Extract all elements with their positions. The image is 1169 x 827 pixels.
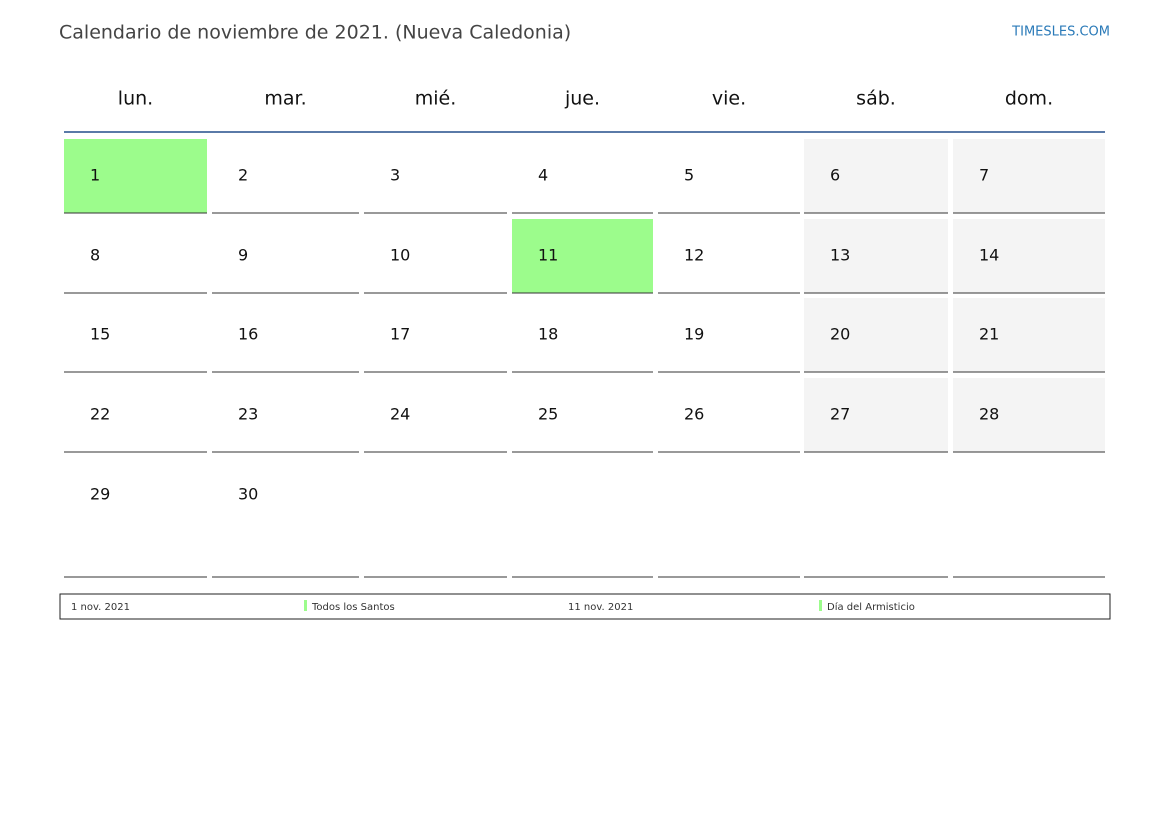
holiday-date: 11 nov. 2021 (568, 602, 633, 613)
day-number: 15 (90, 325, 110, 344)
weekend-cell (804, 298, 948, 372)
day-number: 8 (90, 246, 100, 265)
day-number: 22 (90, 405, 110, 424)
day-number: 24 (390, 405, 410, 424)
weekend-cell (953, 378, 1105, 452)
day-number: 7 (979, 166, 989, 185)
day-number: 2 (238, 166, 248, 185)
day-number: 4 (538, 166, 548, 185)
weekend-cell (953, 219, 1105, 293)
day-number: 21 (979, 325, 999, 344)
day-number: 12 (684, 246, 704, 265)
weekday-label: vie. (712, 88, 746, 110)
day-number: 14 (979, 246, 999, 265)
day-number: 6 (830, 166, 840, 185)
day-number: 19 (684, 325, 704, 344)
weekend-cell (804, 378, 948, 452)
weekend-cell (953, 139, 1105, 213)
weekday-label: sáb. (856, 88, 896, 110)
holiday-cell (64, 139, 207, 213)
holiday-name: Día del Armisticio (827, 601, 915, 613)
page-title: Calendario de noviembre de 2021. (Nueva … (59, 22, 571, 44)
holiday-swatch (304, 600, 307, 611)
day-number: 20 (830, 325, 850, 344)
day-number: 28 (979, 405, 999, 424)
weekday-label: jue. (564, 88, 600, 110)
day-number: 25 (538, 405, 558, 424)
weekday-label: dom. (1005, 88, 1053, 110)
day-number: 1 (90, 166, 100, 185)
day-number: 27 (830, 405, 850, 424)
weekday-label: mié. (415, 88, 457, 110)
day-number: 11 (538, 246, 558, 265)
day-number: 13 (830, 246, 850, 265)
day-number: 26 (684, 405, 704, 424)
day-number: 23 (238, 405, 258, 424)
day-number: 18 (538, 325, 558, 344)
weekend-cell (953, 298, 1105, 372)
site-link[interactable]: TIMESLES.COM (1011, 25, 1110, 40)
legend-box (59, 593, 1111, 620)
day-number: 30 (238, 485, 258, 504)
weekend-cell (804, 219, 948, 293)
holiday-name: Todos los Santos (311, 602, 395, 613)
holiday-cell (512, 219, 653, 293)
holiday-swatch (819, 600, 822, 611)
day-number: 3 (390, 166, 400, 185)
day-number: 10 (390, 246, 410, 265)
day-number: 17 (390, 325, 410, 344)
weekday-label: lun. (118, 88, 153, 110)
day-number: 29 (90, 485, 110, 504)
day-number: 5 (684, 166, 694, 185)
weekend-cell (804, 139, 948, 213)
weekday-label: mar. (264, 88, 306, 110)
day-number: 9 (238, 246, 248, 265)
day-number: 16 (238, 325, 258, 344)
holiday-date: 1 nov. 2021 (71, 602, 130, 613)
